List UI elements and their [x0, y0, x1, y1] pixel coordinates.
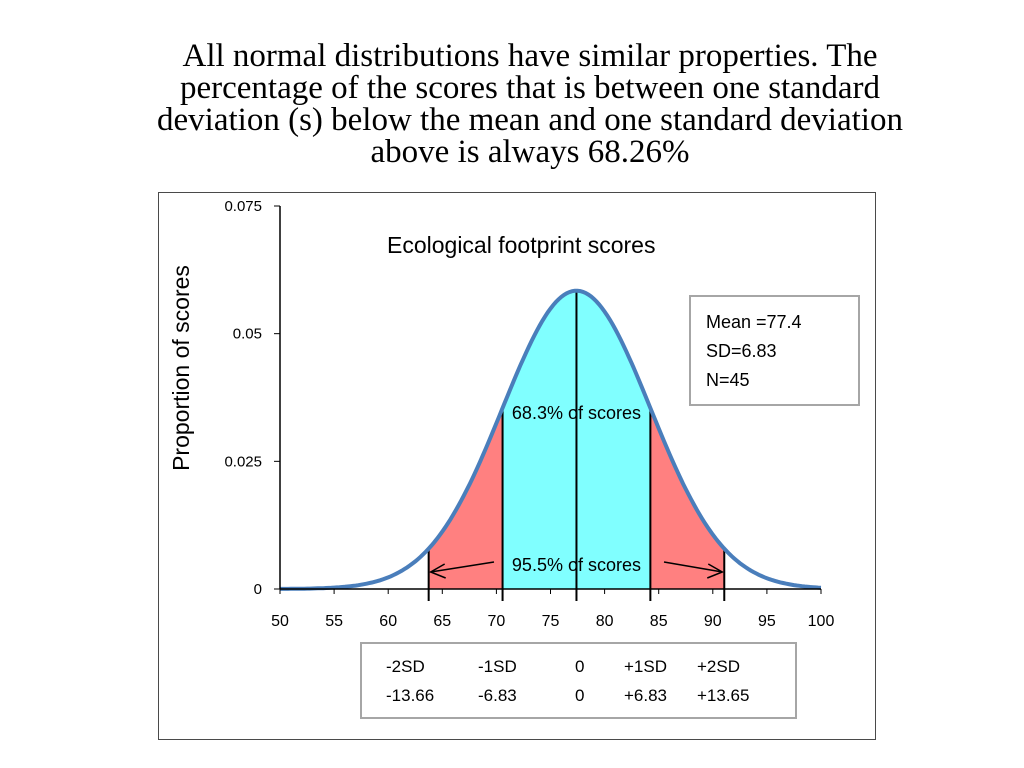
heading-line: deviation (s) below the mean and one sta… — [157, 102, 903, 138]
sd-table-value: -6.83 — [478, 686, 517, 705]
right-arrow — [663, 561, 724, 579]
series-line — [280, 288, 822, 591]
outer-annotation: 95.5% of scores — [512, 555, 641, 575]
y-axis-label: Proportion of scores — [168, 265, 194, 471]
stats-box — [689, 295, 860, 406]
x-tick-label: 75 — [542, 613, 560, 630]
sd-table-label: +1SD — [624, 657, 667, 676]
sd-boundary-lines — [427, 290, 726, 601]
x-tick-label: 80 — [596, 613, 614, 630]
sd-table-value: -13.66 — [386, 686, 434, 705]
stats-sd: SD=6.83 — [706, 341, 777, 361]
inner-annotation: 68.3% of scores — [512, 403, 641, 423]
sd-table-label: -2SD — [386, 657, 425, 676]
stats-mean: Mean =77.4 — [706, 312, 802, 332]
sd-table-value: +13.65 — [697, 686, 749, 705]
sd-table-label: -1SD — [478, 657, 517, 676]
y-tick-label: 0.025 — [224, 453, 262, 470]
sd-table-label: 0 — [575, 657, 584, 676]
x-tick-label: 65 — [433, 613, 451, 630]
slide-heading: All normal distributions have similar pr… — [60, 38, 1000, 170]
sd-table-value: +6.83 — [624, 686, 667, 705]
heading-line: above is always 68.26% — [370, 134, 690, 170]
stats-n: N=45 — [706, 370, 750, 390]
y-tick-label: 0.05 — [233, 326, 262, 343]
chart-title: Ecological footprint scores — [387, 232, 655, 258]
x-tick-label: 55 — [325, 613, 343, 630]
sd-table-box — [360, 642, 797, 719]
y-tick-label: 0.075 — [224, 198, 262, 215]
axes: 50 55 60 65 70 75 80 85 90 95 100 0 0.025 0.05 0.075 — [224, 198, 834, 630]
x-tick-label: 95 — [758, 613, 776, 630]
x-tick-label: 60 — [379, 613, 397, 630]
y-tick-label: 0 — [254, 581, 262, 598]
x-tick-label: 85 — [650, 613, 668, 630]
heading-line: percentage of the scores that is between… — [179, 70, 881, 106]
sd-table: -2SD -1SD 0 +1SD +2SD -13.66 -6.83 0 +6.83 +13.65 — [386, 657, 749, 705]
annotations: 68.3% of scores 95.5% of scores — [428, 403, 724, 579]
x-tick-label: 100 — [808, 613, 835, 630]
x-tick-label: 70 — [488, 613, 506, 630]
heading-line: All normal distributions have similar pr… — [182, 38, 878, 74]
sd-table-value: 0 — [575, 686, 584, 705]
left-arrow — [428, 561, 495, 579]
x-tick-label: 50 — [271, 613, 289, 630]
sd-table-label: +2SD — [697, 657, 740, 676]
x-tick-label: 90 — [704, 613, 722, 630]
